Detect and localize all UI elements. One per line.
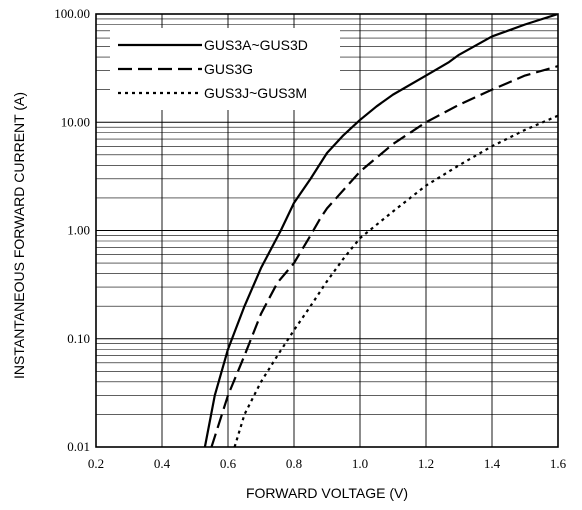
x-tick-label-2: 0.6 (220, 456, 237, 471)
x-tick-label-6: 1.4 (484, 456, 501, 471)
x-tick-label-7: 1.6 (550, 456, 567, 471)
x-tick-labels: 0.2 0.4 0.6 0.8 1.0 1.2 1.4 1.6 (88, 456, 567, 471)
y-tick-label-4: 100.00 (54, 6, 90, 21)
series-line-0 (203, 14, 558, 447)
y-tick-label-3: 10.00 (61, 114, 90, 129)
series-line-2 (233, 114, 558, 447)
plot-frame (95, 13, 559, 448)
x-tick-label-5: 1.2 (418, 456, 434, 471)
y-tick-labels: 0.01 0.10 1.00 10.00 100.00 (54, 6, 90, 454)
legend-label-0: GUS3A~GUS3D (204, 37, 308, 53)
y-tick-label-1: 0.10 (67, 331, 90, 346)
y-tick-label-0: 0.01 (67, 439, 90, 454)
series-layer (203, 14, 558, 447)
x-tick-label-3: 0.8 (286, 456, 302, 471)
x-tick-label-0: 0.2 (88, 456, 104, 471)
x-tick-label-4: 1.0 (352, 456, 368, 471)
series-line-1 (210, 65, 558, 447)
y-tick-label-2: 1.00 (67, 223, 90, 238)
y-axis-title: INSTANTANEOUS FORWARD CURRENT (A) (11, 92, 27, 379)
x-tick-label-1: 0.4 (154, 456, 171, 471)
legend-label-1: GUS3G (204, 61, 253, 77)
legend: GUS3A~GUS3D GUS3G GUS3J~GUS3M (110, 28, 340, 110)
x-axis-title: FORWARD VOLTAGE (V) (246, 485, 408, 501)
legend-label-2: GUS3J~GUS3M (204, 85, 307, 101)
